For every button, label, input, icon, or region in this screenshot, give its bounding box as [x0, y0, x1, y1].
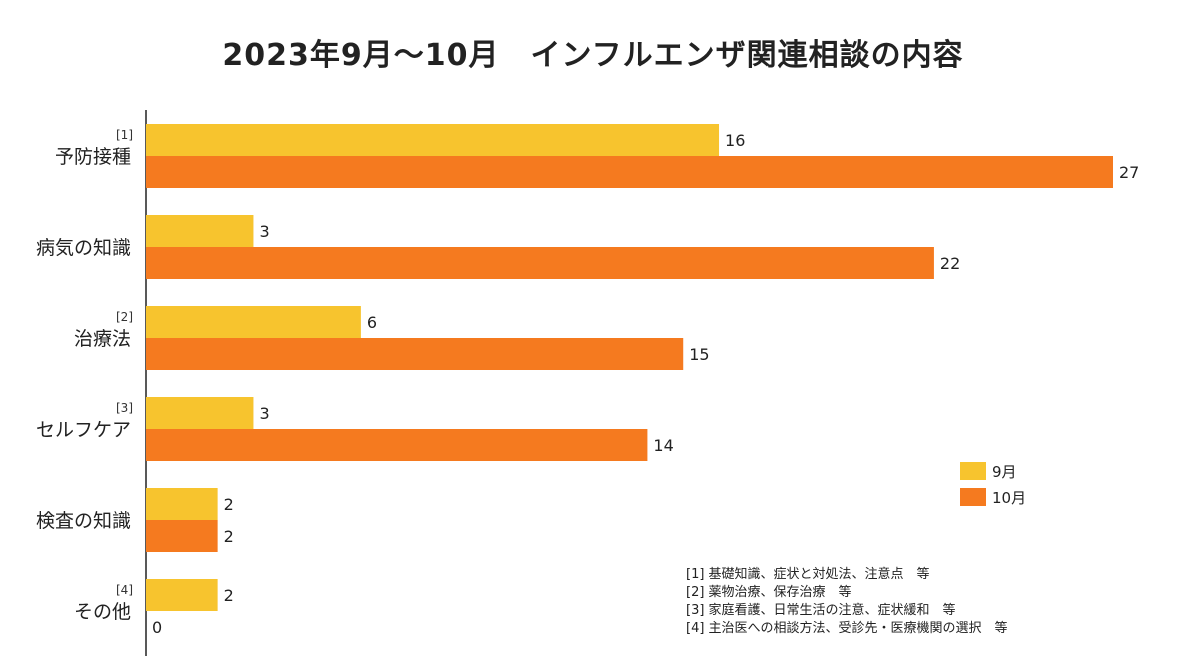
category-ref-label: [3]: [116, 401, 133, 415]
category-ref-label: [4]: [116, 583, 133, 597]
legend-label-oct: 10月: [992, 488, 1027, 507]
legend-swatch-sep: [960, 462, 986, 480]
data-label: 14: [653, 436, 673, 455]
bar: [146, 247, 934, 279]
bar: [146, 306, 361, 338]
chart-title: 2023年9月～10月 インフルエンザ関連相談の内容: [222, 38, 964, 73]
category-label: その他: [74, 601, 131, 623]
bar: [146, 520, 218, 552]
legend-label-sep: 9月: [992, 462, 1017, 481]
category-label: 検査の知識: [36, 510, 131, 532]
data-label: 2: [224, 586, 234, 605]
legend-item-sep: 9月: [960, 458, 1026, 484]
data-label: 16: [725, 131, 745, 150]
category-ref-label: [2]: [116, 310, 133, 324]
data-label: 2: [224, 495, 234, 514]
data-label: 0: [152, 618, 162, 637]
data-label: 3: [259, 222, 269, 241]
data-label: 2: [224, 527, 234, 546]
bar: [146, 488, 218, 520]
bar: [146, 215, 254, 247]
bar: [146, 338, 684, 370]
data-label: 27: [1119, 163, 1139, 182]
footnote-4: [4] 主治医への相談方法、受診先・医療機関の選択 等: [686, 621, 1008, 636]
legend-item-oct: 10月: [960, 484, 1026, 510]
bar: [146, 397, 254, 429]
data-label: 15: [689, 345, 709, 364]
footnotes: [1] 基礎知識、症状と対処法、注意点 等 [2] 薬物治療、保存治療 等 [3…: [686, 566, 1008, 638]
footnote-2: [2] 薬物治療、保存治療 等: [686, 585, 852, 600]
category-label: 予防接種: [55, 146, 131, 168]
data-label: 6: [367, 313, 377, 332]
legend: 9月 10月: [960, 458, 1026, 510]
data-label: 3: [259, 404, 269, 423]
footnote-1: [1] 基礎知識、症状と対処法、注意点 等: [686, 567, 930, 582]
category-label: 治療法: [74, 328, 131, 350]
bar: [146, 124, 720, 156]
bar: [146, 156, 1113, 188]
bar: [146, 429, 648, 461]
category-label: セルフケア: [36, 419, 131, 441]
category-label: 病気の知識: [36, 237, 131, 259]
data-label: 22: [940, 254, 960, 273]
category-ref-label: [1]: [116, 128, 133, 142]
footnote-3: [3] 家庭看護、日常生活の注意、症状緩和 等: [686, 603, 956, 618]
legend-swatch-oct: [960, 488, 986, 506]
bar: [146, 579, 218, 611]
